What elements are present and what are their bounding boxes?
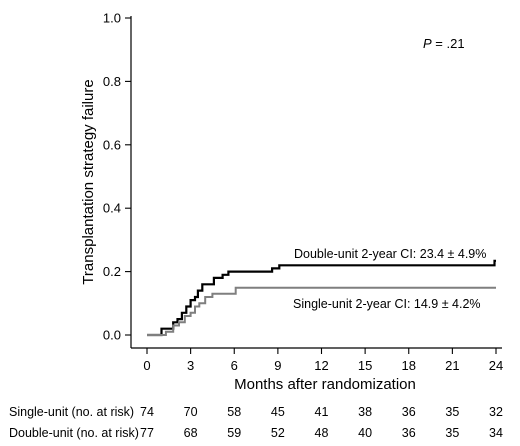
x-axis-title: Months after randomization <box>234 376 416 393</box>
single-unit-annotation: Single-unit 2-year CI: 14.9 ± 4.2% <box>293 297 481 311</box>
single-unit-risk-count: 58 <box>227 405 241 419</box>
double-unit-risk-count: 77 <box>140 426 154 440</box>
p-value-symbol: P <box>423 36 432 51</box>
y-tick-label: 0.2 <box>103 264 121 279</box>
double-unit-risk-count: 40 <box>358 426 372 440</box>
double-unit-risk-count: 52 <box>271 426 285 440</box>
risk-counts: 74 70 58 45 41 38 36 35 32 77 68 59 52 48 40 36 35 34 <box>140 405 503 440</box>
p-value-annotation: P = .21 <box>423 36 465 51</box>
risk-row-label-single: Single-unit (no. at risk) <box>9 405 134 419</box>
single-unit-risk-count: 45 <box>271 405 285 419</box>
risk-row-label-double: Double-unit (no. at risk) <box>9 426 139 440</box>
x-tick-label: 0 <box>143 358 150 373</box>
y-tick-label: 0.6 <box>103 137 121 152</box>
single-unit-risk-count: 38 <box>358 405 372 419</box>
double-unit-risk-count: 34 <box>489 426 503 440</box>
single-unit-risk-count: 74 <box>140 405 154 419</box>
risk-table: Single-unit (no. at risk) Double-unit (n… <box>9 405 503 440</box>
y-axis-ticks: 0.0 0.2 0.4 0.6 0.8 1.0 <box>103 11 131 343</box>
plot-area: 0.0 0.2 0.4 0.6 0.8 1.0 0 3 6 9 12 15 18 21 24 <box>103 11 503 374</box>
single-unit-series-line <box>147 286 496 336</box>
y-tick-label: 0.8 <box>103 74 121 89</box>
single-unit-risk-count: 32 <box>489 405 503 419</box>
x-tick-label: 15 <box>358 358 372 373</box>
double-unit-risk-count: 59 <box>227 426 241 440</box>
x-tick-label: 18 <box>402 358 416 373</box>
double-unit-risk-count: 36 <box>402 426 416 440</box>
series-layer <box>147 259 496 337</box>
single-unit-risk-count: 70 <box>184 405 198 419</box>
double-unit-risk-count: 48 <box>315 426 329 440</box>
y-tick-label: 0.4 <box>103 201 121 216</box>
single-unit-risk-count: 35 <box>445 405 459 419</box>
x-tick-label: 6 <box>231 358 238 373</box>
y-tick-label: 1.0 <box>103 11 121 26</box>
x-tick-label: 21 <box>445 358 459 373</box>
x-tick-label: 12 <box>314 358 328 373</box>
x-tick-label: 3 <box>187 358 194 373</box>
p-value-text: = .21 <box>432 36 465 51</box>
double-unit-risk-count: 35 <box>445 426 459 440</box>
x-axis-ticks: 0 3 6 9 12 15 18 21 24 <box>143 348 503 373</box>
y-axis-title: Transplantation strategy failure <box>80 79 97 284</box>
double-unit-series-line <box>147 259 496 337</box>
double-unit-annotation: Double-unit 2-year CI: 23.4 ± 4.9% <box>294 247 486 261</box>
single-unit-risk-count: 41 <box>315 405 329 419</box>
y-tick-label: 0.0 <box>103 328 121 343</box>
x-tick-label: 9 <box>274 358 281 373</box>
double-unit-risk-count: 68 <box>184 426 198 440</box>
x-tick-label: 24 <box>489 358 503 373</box>
single-unit-risk-count: 36 <box>402 405 416 419</box>
